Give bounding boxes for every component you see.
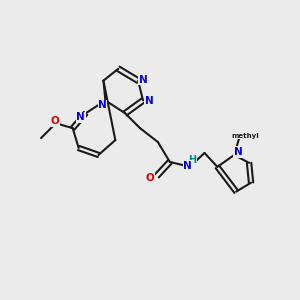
Text: N: N — [76, 112, 85, 122]
Text: O: O — [50, 116, 59, 126]
Text: N: N — [98, 100, 107, 110]
Text: N: N — [139, 75, 147, 85]
Text: H: H — [188, 155, 197, 165]
Text: N: N — [234, 147, 243, 157]
Text: methyl: methyl — [231, 133, 259, 139]
Text: N: N — [145, 97, 153, 106]
Text: O: O — [146, 173, 154, 183]
Text: N: N — [183, 161, 192, 171]
